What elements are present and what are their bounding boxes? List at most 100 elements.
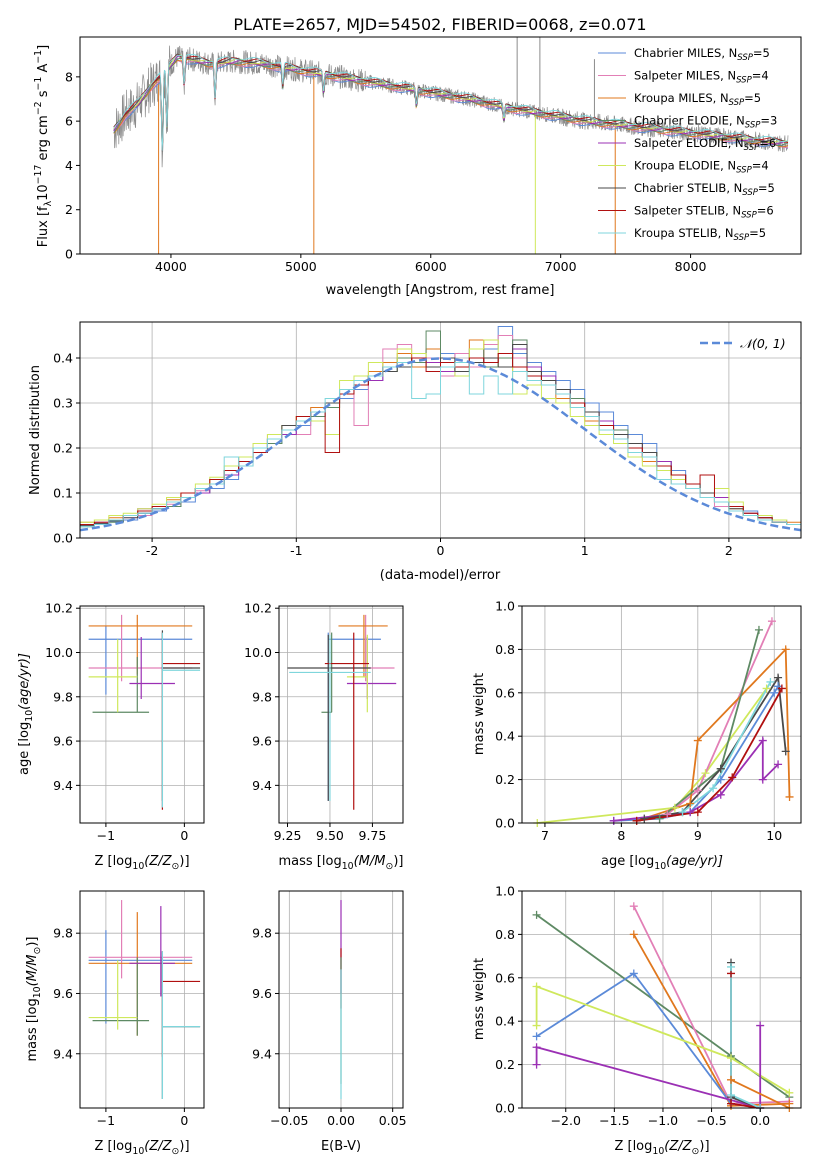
y-tick-label: 0.2 [495,1057,515,1072]
x-tick-label: 0 [180,828,188,843]
y-axis-label-group: Flux [fλ10−17 erg cm−2 s−1 A−1] [33,45,54,247]
weight-point [785,792,794,801]
y-axis-label-part: 10 [32,986,43,998]
legend-label: Kroupa ELODIE, NSSP=4 [634,159,769,176]
y-tick-label: 10.2 [244,601,272,616]
y-axis-label: mass [log10(M/M⊙)] [25,937,43,1062]
weight-point [781,747,790,756]
y-tick-label: 0.6 [495,685,515,700]
plot-area [88,900,201,1099]
weight-point [716,764,725,773]
x-tick-label: 4000 [155,259,187,274]
x-axis-label: wavelength [Angstrom, rest frame] [326,283,555,298]
legend-name: Salpeter ELODIE, N [634,136,744,150]
x-tick-label: −1 [97,1113,115,1128]
x-axis-label: Z [log10(Z/Z⊙)] [614,1139,709,1157]
legend-sub: SSP [745,121,761,131]
x-axis-label: E(B-V) [321,1139,361,1154]
x-axis-label-part: )] [699,1139,709,1154]
weight-point [663,810,672,819]
y-tick-label: 9.6 [252,734,272,749]
x-axis-label-part: (age/yr)] [666,854,723,869]
axes-frame [521,890,802,1109]
weight-line [730,1078,790,1108]
weight-point [754,625,763,634]
x-axis-label-part: 10 [652,1146,664,1157]
weight-point [727,1099,736,1108]
y-axis-label-group: age [log10(age/yr)] [17,653,35,775]
y-axis-label-part: 10 [24,710,35,722]
weight-point [770,688,779,697]
x-axis-label-part: mass [log [279,854,342,869]
y-axis-label-part: −2 [33,101,44,115]
x-axis-label-part: (Z/Z [144,1139,172,1154]
y-tick-label: 4 [65,158,73,173]
legend-label: Chabrier MILES, NSSP=5 [634,46,770,63]
y-tick-label: 9.4 [53,1046,73,1061]
x-axis-label-part: Z [log [614,1139,652,1154]
weight-point [774,673,783,682]
weight-point [762,684,771,693]
x-axis-label-part: Z [log [94,854,132,869]
residual-histogram-panel: -2 -1 0 1 2 0.0 0.1 0.2 0.3 0.4 (data-model)/error… [28,321,802,583]
x-axis-label: Z [log10(Z/Z⊙)] [94,1139,189,1157]
x-tick-label: −2.0 [551,1113,581,1128]
weight-point [781,645,790,654]
y-tick-label: 0.3 [53,396,73,411]
weight-point [686,808,695,817]
legend-tail: =5 [744,91,761,105]
y-axis-label-part: λ [43,200,54,206]
legend-sub: SSP [729,98,745,108]
x-tick-label: 1 [581,543,589,558]
normal-curve [80,357,801,532]
y-axis-label-part: (age/yr)] [17,653,32,710]
y-axis-label-part: age [log [17,722,32,775]
legend-sub: SSP [734,233,750,243]
y-axis-label: Flux [fλ10−17 erg cm−2 s−1 A−1] [33,45,54,247]
y-axis-label-part: ] [36,45,51,50]
legend-sub: SSP [744,143,760,153]
y-axis-label: mass weight [472,958,487,1040]
y-tick-label: 9.8 [53,689,73,704]
y-tick-label: 9.8 [252,689,272,704]
y-tick-label: 0.4 [495,1014,515,1029]
legend-tail: =6 [759,136,776,150]
y-tick-label: 9.4 [252,778,272,793]
x-axis-label-part: 10 [342,861,354,872]
x-tick-label: −0.5 [696,1113,726,1128]
y-tick-label: 9.4 [252,1046,272,1061]
legend-name: Chabrier ELODIE, N [634,114,745,128]
weight-point [609,816,618,825]
x-axis-label-part: (M/M [354,854,386,869]
legend-name: Kroupa MILES, N [634,91,729,105]
legend-label: Salpeter STELIB, NSSP=6 [634,204,774,221]
y-tick-label: 0.8 [495,642,515,657]
y-tick-label: 0 [65,247,73,262]
x-tick-label: 0 [437,543,445,558]
x-tick-label: −1.0 [648,1113,678,1128]
legend-label: 𝒩(0, 1) [740,336,786,351]
y-axis-label-part: A [36,64,51,77]
weight-point [693,736,702,745]
weight-point [629,930,638,939]
y-axis-label-part: erg cm [36,115,51,164]
y-tick-label: 10.0 [244,645,272,660]
y-tick-label: 8 [65,69,73,84]
weight-point [655,814,664,823]
x-tick-label: 9.75 [359,828,387,843]
y-axis-label: mass weight [472,673,487,755]
weight-line [636,688,783,822]
y-tick-label: 0.4 [495,729,515,744]
legend-sub: SSP [737,53,753,63]
weight-line [535,1025,762,1108]
x-axis-label-part: )] [179,854,189,869]
x-axis-label-part: 10 [132,861,144,872]
y-tick-label: 9.6 [53,986,73,1001]
weight-point [758,736,767,745]
weight-point [785,1088,794,1097]
age-vs-metallicity-panel: −1 09.49.69.810.010.2Z [log10(Z/Z⊙)]age [… [17,601,205,872]
x-tick-label: 7 [541,828,549,843]
age-vs-mass-panel: 9.25 9.50 9.75 9.4 9.6 9.8 10.0 10.2 mass [log10… [244,601,404,872]
weight-point [670,803,679,812]
